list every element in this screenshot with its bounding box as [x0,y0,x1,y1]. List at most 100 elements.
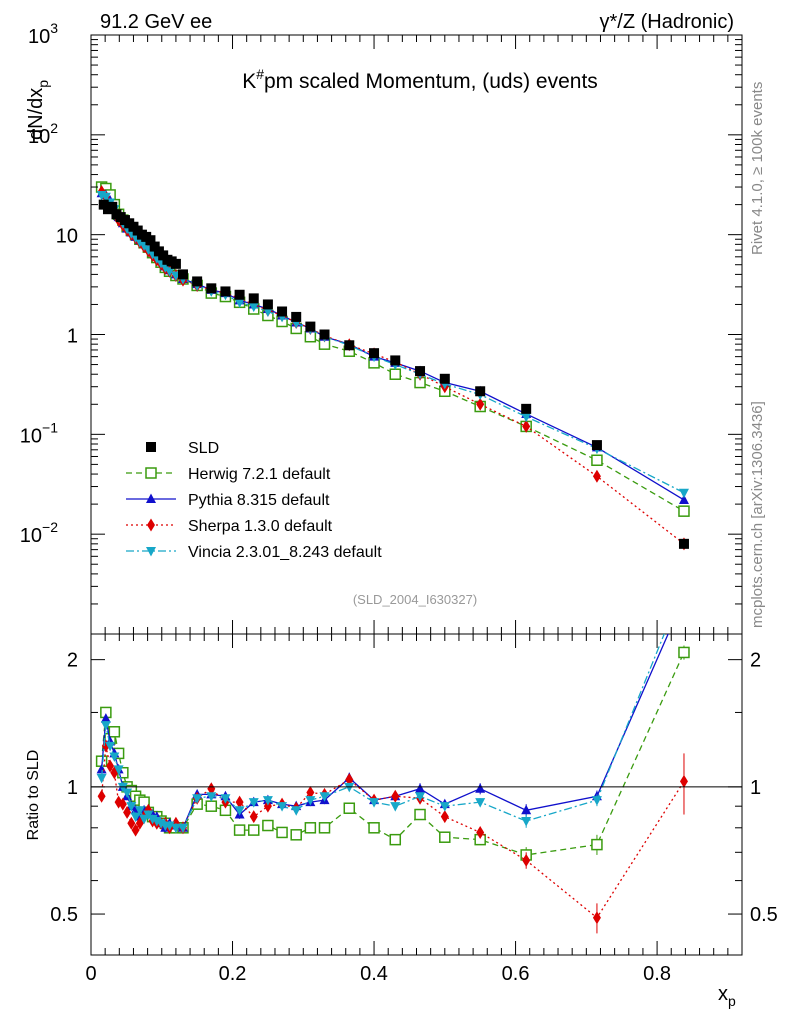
y-axis-label: dN/dxp [25,80,51,140]
data-point [206,283,217,294]
ratio-series-vincia-2-3-01-8-243-default [96,581,689,834]
ratio-y-axis-label: Ratio to SLD [25,750,42,841]
y-tick-label: 102 [28,120,58,148]
ratio-y-tick-label-right: 2 [750,650,761,672]
ratio-data-point [249,810,258,824]
legend-item: Herwig 7.2.1 default [126,466,331,483]
ratio-data-point [170,823,181,834]
data-point [475,386,486,397]
ratio-data-point [139,814,150,825]
header-process-label: γ*/Z (Hadronic) [600,11,734,33]
ratio-data-point [97,789,106,803]
ratio-data-point [291,806,302,816]
data-point [678,488,689,499]
ratio-data-point [319,792,330,802]
legend-marker [146,442,156,452]
ratio-data-point [277,802,288,812]
series-herwig-7-2-1-default [95,181,690,517]
ratio-data-point [123,805,132,819]
ratio-y-tick-label-right: 1 [750,777,761,799]
data-point [234,289,245,300]
ratio-data-point [521,804,532,815]
ratio-data-point [205,800,218,812]
ratio-data-point [304,822,317,834]
ratio-data-point [591,796,602,806]
x-tick-label: 0.8 [643,963,671,985]
series-vincia-2-3-01-8-243-default [96,190,689,499]
data-point [262,307,273,317]
ratio-data-point [439,831,451,843]
legend-item: Vincia 2.3.01_8.243 default [126,544,382,561]
ratio-data-point [100,713,111,723]
data-point [390,355,401,366]
y-tick-label: 1 [67,326,78,348]
data-point [521,412,532,423]
data-point [262,299,273,310]
ratio-data-point [192,794,203,804]
ratio-series-line [100,634,665,829]
ratio-data-point [109,752,120,762]
ratio-data-point [262,819,274,832]
ratio-data-point [130,812,141,823]
legend-marker [146,493,156,503]
chart-title: K#pm scaled Momentum, (uds) events [242,66,598,93]
ratio-data-point [415,792,426,802]
ratio-data-point [679,581,689,591]
ratio-data-point [415,783,426,793]
ratio-data-point [475,798,486,808]
data-point [170,258,181,269]
ratio-data-point [263,799,272,813]
legend-label: Vincia 2.3.01_8.243 default [188,544,382,561]
ratio-data-point [414,808,426,821]
series-sld [98,199,689,549]
data-point [678,494,689,504]
data-point [291,311,302,322]
legend: SLD Herwig 7.2.1 default Pythia 8.315 defa… [126,440,382,561]
header-energy-label: 91.2 GeV ee [100,11,212,33]
ratio-data-point [679,774,688,788]
legend-label: Pythia 8.315 default [188,492,330,509]
x-tick-label: 0.4 [360,963,388,985]
ratio-data-point [207,782,216,796]
ratio-data-point [390,802,401,812]
ratio-data-point [440,810,449,824]
ratio-data-point [262,796,273,806]
ratio-data-point [248,824,260,836]
y-tick-label: 10−1 [20,419,58,447]
ratio-series-line [100,652,685,856]
data-point [678,538,689,549]
ratio-data-point [134,806,145,816]
ratio-data-point [233,824,246,836]
ratio-data-point [679,592,689,602]
x-tick-label: 0.2 [219,963,247,985]
data-point [344,340,355,351]
ratio-data-point [343,802,356,814]
ratio-data-point [591,838,603,851]
data-point [389,368,402,380]
ratio-data-point [306,785,315,799]
ratio-data-point [100,721,111,731]
data-point [100,192,111,203]
y-tick-label: 103 [28,20,58,48]
ratio-data-point [592,911,601,925]
legend-label: SLD [188,440,219,457]
ratio-data-point [234,806,245,816]
data-point [592,469,601,483]
data-point [678,505,690,517]
ratio-data-point [96,773,107,784]
series-line [101,191,685,545]
ratio-panel: 0.5 0.5 1 1 2 2 0 0.2 0.4 0.6 0.8 Ratio to SLD xp [25,581,778,1009]
rivet-version-label: Rivet 4.1.0, ≥ 100k events [749,82,766,255]
ratio-series-line [100,745,685,919]
data-point [277,306,288,317]
ratio-data-point [206,792,217,802]
data-point [145,235,156,246]
ratio-data-point [248,798,259,808]
ratio-data-point [122,788,133,798]
ratio-data-point [389,833,402,846]
ratio-y-tick-label: 2 [67,650,78,672]
ratio-data-point [678,646,690,659]
ratio-data-point [391,789,400,803]
legend-marker [145,467,157,479]
